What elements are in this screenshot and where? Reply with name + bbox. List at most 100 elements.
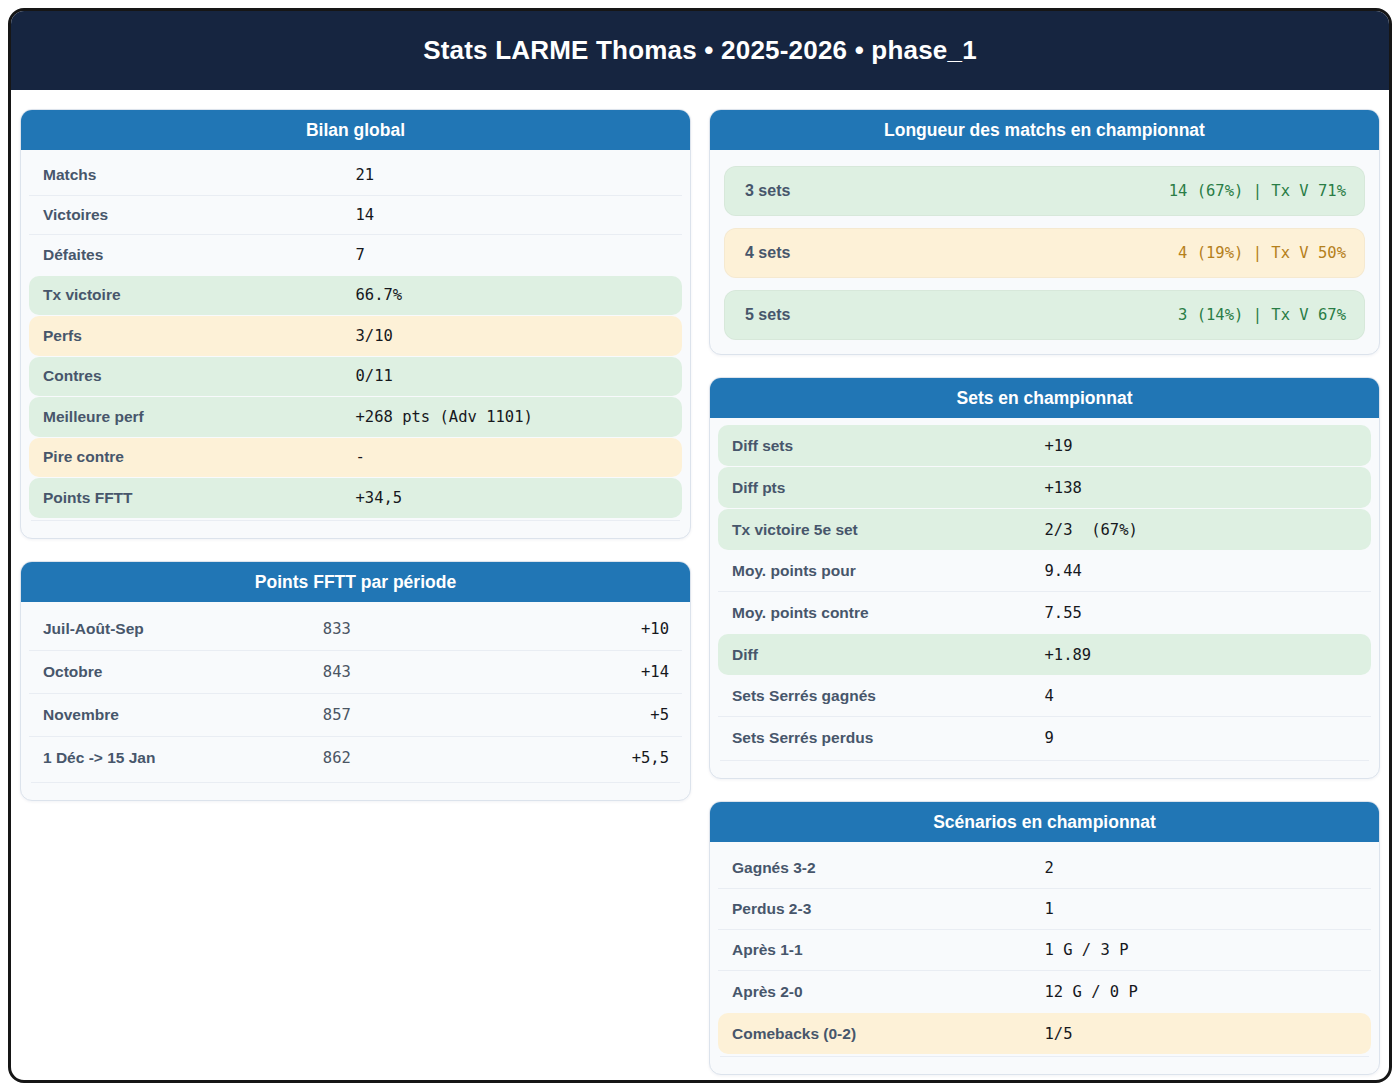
match-length-value: 3 (14%) | Tx V 67% [1178, 306, 1346, 324]
stat-label: Diff pts [732, 479, 785, 497]
period-points: 843 [323, 663, 351, 681]
stat-row: Sets Serrés gagnés 4 [718, 676, 1371, 717]
period-points: 857 [323, 706, 351, 724]
stat-row: Meilleure perf +268 pts (Adv 1101) [29, 397, 682, 437]
match-length-value: 14 (67%) | Tx V 71% [1169, 182, 1346, 200]
stat-value: 12 G / 0 P [1045, 983, 1138, 1001]
stat-row: Points FFTT +34,5 [29, 478, 682, 518]
card-title: Points FFTT par période [21, 562, 690, 602]
stat-value: 0/11 [356, 367, 393, 385]
stat-row: Comebacks (0-2) 1/5 [718, 1013, 1371, 1054]
period-row: Juil-Août-Sep 833 +10 [29, 608, 682, 651]
stat-value: 21 [356, 166, 375, 184]
stat-row: Sets Serrés perdus 9 [718, 717, 1371, 758]
period-label: Octobre [43, 663, 102, 681]
card-title: Scénarios en championnat [710, 802, 1379, 842]
stat-row: Défaites 7 [29, 235, 682, 275]
card-body: Diff sets +19 Diff pts +138 Tx victoire … [710, 418, 1379, 778]
stat-row: Matchs 21 [29, 156, 682, 196]
card-scenarios-championnat: Scénarios en championnat Gagnés 3-2 2 Pe… [709, 801, 1380, 1075]
period-row: Novembre 857 +5 [29, 694, 682, 737]
left-column: Bilan global Matchs 21 Victoires 14 Défa… [20, 109, 691, 1075]
divider [720, 760, 1369, 764]
stat-label: Tx victoire [43, 286, 121, 304]
page-header: Stats LARME Thomas • 2025-2026 • phase_1 [11, 11, 1389, 90]
divider [720, 1056, 1369, 1060]
stat-value: 9 [1045, 729, 1054, 747]
match-length-row: 3 sets 14 (67%) | Tx V 71% [724, 166, 1365, 216]
divider [31, 520, 680, 524]
stat-label: Matchs [43, 166, 96, 184]
match-length-row: 5 sets 3 (14%) | Tx V 67% [724, 290, 1365, 340]
stat-row: Diff +1.89 [718, 634, 1371, 675]
stat-row: Perdus 2-3 1 [718, 889, 1371, 930]
card-title: Longueur des matchs en championnat [710, 110, 1379, 150]
stat-row: Tx victoire 5e set 2/3 (67%) [718, 509, 1371, 550]
stat-label: Sets Serrés gagnés [732, 687, 876, 705]
card-body: 3 sets 14 (67%) | Tx V 71% 4 sets 4 (19%… [710, 150, 1379, 354]
match-length-row: 4 sets 4 (19%) | Tx V 50% [724, 228, 1365, 278]
stat-label: Moy. points pour [732, 562, 856, 580]
stat-row: Après 1-1 1 G / 3 P [718, 930, 1371, 971]
period-delta: +5 [650, 706, 669, 724]
card-points-fftt-periode: Points FFTT par période Juil-Août-Sep 83… [20, 561, 691, 801]
stat-value: 2/3 (67%) [1045, 521, 1138, 539]
stat-value: 14 [356, 206, 375, 224]
card-body: Gagnés 3-2 2 Perdus 2-3 1 Après 1-1 1 G … [710, 842, 1379, 1074]
stat-label: Défaites [43, 246, 103, 264]
stat-row: Moy. points pour 9.44 [718, 551, 1371, 592]
stat-row: Perfs 3/10 [29, 316, 682, 356]
stat-value: +1.89 [1045, 646, 1092, 664]
stat-label: Comebacks (0-2) [732, 1025, 856, 1043]
card-body: Juil-Août-Sep 833 +10 Octobre 843 +14 No… [21, 602, 690, 800]
period-delta: +14 [641, 663, 669, 681]
stat-row: Après 2-0 12 G / 0 P [718, 971, 1371, 1012]
period-points: 862 [323, 749, 351, 767]
stat-value: 2 [1045, 859, 1054, 877]
right-column: Longueur des matchs en championnat 3 set… [709, 109, 1380, 1075]
match-length-value: 4 (19%) | Tx V 50% [1178, 244, 1346, 262]
stat-row: Moy. points contre 7.55 [718, 592, 1371, 633]
period-label: Juil-Août-Sep [43, 620, 144, 638]
stat-value: 3/10 [356, 327, 393, 345]
card-bilan-global: Bilan global Matchs 21 Victoires 14 Défa… [20, 109, 691, 539]
stat-row: Gagnés 3-2 2 [718, 848, 1371, 889]
stat-label: Tx victoire 5e set [732, 521, 858, 539]
content-area: Bilan global Matchs 21 Victoires 14 Défa… [11, 90, 1389, 1083]
card-title: Sets en championnat [710, 378, 1379, 418]
stat-row: Diff sets +19 [718, 425, 1371, 466]
stat-value: 1 [1045, 900, 1054, 918]
stat-value: 1 G / 3 P [1045, 941, 1129, 959]
stat-label: Victoires [43, 206, 108, 224]
stat-value: +268 pts (Adv 1101) [356, 408, 533, 426]
page-title: Stats LARME Thomas • 2025-2026 • phase_1 [423, 35, 977, 66]
stat-row: Victoires 14 [29, 196, 682, 236]
stat-value: - [356, 448, 365, 466]
stat-label: Après 2-0 [732, 983, 803, 1001]
stat-label: Perfs [43, 327, 82, 345]
period-points: 833 [323, 620, 351, 638]
card-title: Bilan global [21, 110, 690, 150]
stat-row: Tx victoire 66.7% [29, 276, 682, 316]
card-longueur-matchs: Longueur des matchs en championnat 3 set… [709, 109, 1380, 355]
page-frame: Stats LARME Thomas • 2025-2026 • phase_1… [8, 8, 1392, 1083]
stat-label: Diff sets [732, 437, 793, 455]
period-label: 1 Déc -> 15 Jan [43, 749, 155, 767]
stat-label: Perdus 2-3 [732, 900, 811, 918]
period-delta: +5,5 [632, 749, 669, 767]
stat-label: Gagnés 3-2 [732, 859, 816, 877]
card-sets-championnat: Sets en championnat Diff sets +19 Diff p… [709, 377, 1380, 779]
stat-value: 7 [356, 246, 365, 264]
stat-value: +138 [1045, 479, 1082, 497]
stat-label: Meilleure perf [43, 408, 144, 426]
match-length-label: 5 sets [745, 306, 790, 324]
stat-value: +34,5 [356, 489, 403, 507]
match-length-label: 3 sets [745, 182, 790, 200]
stat-label: Moy. points contre [732, 604, 869, 622]
stat-label: Pire contre [43, 448, 124, 466]
stat-row: Diff pts +138 [718, 467, 1371, 508]
stat-value: 9.44 [1045, 562, 1082, 580]
period-delta: +10 [641, 620, 669, 638]
divider [31, 782, 680, 786]
stat-row: Contres 0/11 [29, 357, 682, 397]
